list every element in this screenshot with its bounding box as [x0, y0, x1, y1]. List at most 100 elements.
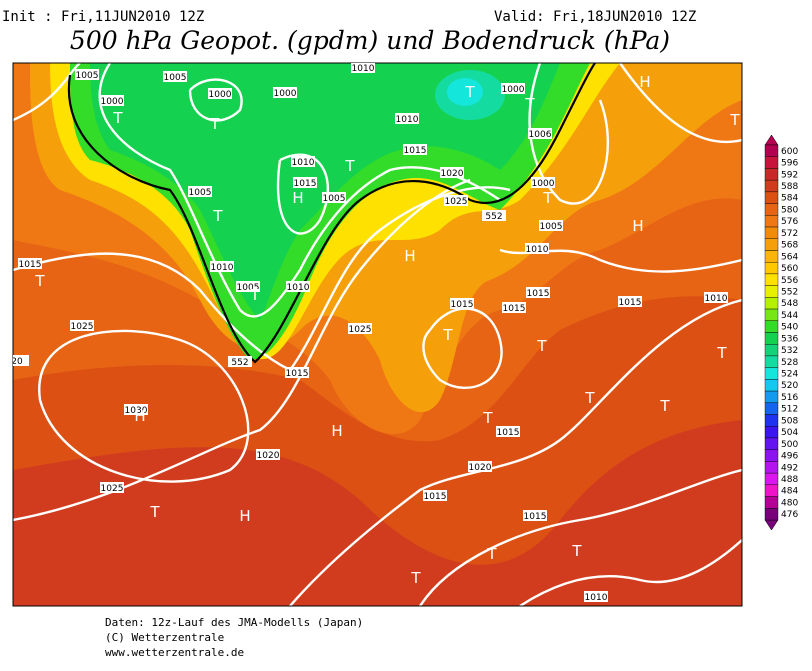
isobar-label-bg: [501, 83, 525, 94]
isobar-label-bg: [528, 128, 552, 139]
colorbar-label: 580: [781, 205, 798, 215]
isobar-label-bg: [704, 292, 728, 303]
colorbar-swatch: [764, 261, 779, 275]
pressure-center: T: [209, 115, 220, 133]
isobar-label-bg: [468, 461, 492, 472]
isobar-label: 552: [485, 212, 502, 222]
colorbar-swatch: [764, 273, 779, 286]
pressure-center: T: [584, 389, 595, 407]
colorbar-swatch: [764, 285, 779, 298]
colorbar-label: 532: [781, 346, 798, 356]
colorbar-label: 536: [781, 334, 798, 344]
isobar-label: 1025: [445, 197, 468, 207]
colorbar-label: 488: [781, 475, 798, 485]
colorbar-swatch: [764, 437, 779, 450]
colorbar-swatch: [764, 226, 779, 239]
isobar-label-bg: [395, 113, 419, 124]
isobar: [98, 63, 501, 318]
isobar-label-bg: [285, 367, 309, 378]
colorbar-label: 592: [781, 170, 798, 180]
colorbar-label: 548: [781, 299, 798, 309]
footer-line: Daten: 12z-Lauf des JMA-Modells (Japan): [105, 616, 363, 629]
isobar-label-bg: [13, 355, 29, 366]
isobar-label: 1010: [352, 64, 375, 74]
pressure-center: T: [112, 109, 123, 127]
isobar-label: 1015: [451, 300, 474, 310]
colorbar-swatch: [764, 426, 779, 439]
colorbar-swatch: [764, 168, 779, 181]
isobar-label: 1020: [469, 463, 492, 473]
pressure-center: T: [729, 111, 740, 129]
colorbar-label: 540: [781, 323, 798, 333]
colorbar-swatch: [764, 179, 779, 193]
colorbar-swatch: [764, 156, 779, 169]
isobar-label: 1010: [585, 593, 608, 603]
pressure-center: T: [659, 397, 670, 415]
isobar-label: 1000: [502, 85, 525, 95]
isobar-label-bg: [523, 510, 547, 521]
colorbar-swatch: [764, 379, 779, 392]
isobar-label-bg: [444, 195, 468, 206]
isobar-label: 1010: [287, 283, 310, 293]
isobar-label-bg: [293, 177, 317, 188]
pressure-center: T: [249, 286, 260, 304]
pressure-center: H: [134, 407, 145, 425]
pressure-center: T: [571, 542, 582, 560]
isobar-label-bg: [188, 186, 212, 197]
colorbar-swatch: [764, 414, 779, 427]
isobar-label: 1020: [441, 169, 464, 179]
isobar-label: 1015: [619, 298, 642, 308]
isobar-label: 1005: [323, 194, 346, 204]
pressure-center: H: [404, 247, 415, 265]
isobar-label: 1005: [189, 188, 212, 198]
colorbar-label: 492: [781, 463, 798, 473]
isobar-label-bg: [440, 167, 464, 178]
colorbar-label: 512: [781, 405, 798, 415]
pressure-center: T: [149, 503, 160, 521]
colorbar-swatch: [764, 191, 779, 204]
map-frame: [12, 62, 743, 607]
colorbar-label: 500: [781, 440, 798, 450]
isobar-label: 1005: [540, 222, 563, 232]
colorbar-label: 564: [781, 252, 798, 262]
isobar-label: 1010: [396, 115, 419, 125]
isobar-label-bg: [18, 258, 42, 269]
isobar-label: 20: [11, 357, 23, 367]
isobar-label: 1006: [529, 130, 552, 140]
colorbar-label: 572: [781, 229, 798, 239]
isobar-label-bg: [70, 320, 94, 331]
colorbar-swatch: [764, 344, 779, 357]
pressure-center: H: [292, 189, 303, 207]
isobar-label: 1015: [294, 179, 317, 189]
isobar-label-bg: [584, 591, 608, 602]
colorbar-label: 516: [781, 393, 798, 403]
valid-time: Valid: Fri,18JUN2010 12Z: [494, 9, 696, 25]
isobar-label-bg: [75, 69, 99, 80]
pressure-center: T: [410, 569, 421, 587]
isobar-label-bg: [208, 88, 232, 99]
isobar-label: 1010: [705, 294, 728, 304]
colorbar-label: 560: [781, 264, 798, 274]
colorbar-label: 524: [781, 370, 798, 380]
isobar-label-bg: [502, 302, 526, 313]
pressure-center: T: [542, 189, 553, 207]
colorbar: 6005965925885845805765725685645605565525…: [764, 134, 798, 531]
footer-line: (C) Wetterzentrale: [105, 631, 224, 644]
colorbar-label: 584: [781, 194, 798, 204]
colorbar-label: 480: [781, 498, 798, 508]
colorbar-label: 568: [781, 241, 798, 251]
pressure-center: H: [632, 217, 643, 235]
colorbar-label: 520: [781, 381, 798, 391]
isobar-label-bg: [322, 192, 346, 203]
colorbar-swatch: [764, 355, 779, 368]
isobar-label: 1015: [527, 289, 550, 299]
isobar: [38, 329, 250, 483]
isobar-label: 1015: [524, 512, 547, 522]
colorbar-swatch: [764, 320, 779, 333]
colorbar-swatch: [764, 297, 779, 310]
isobar-label-bg: [163, 71, 187, 82]
isobar-label-bg: [531, 177, 555, 188]
